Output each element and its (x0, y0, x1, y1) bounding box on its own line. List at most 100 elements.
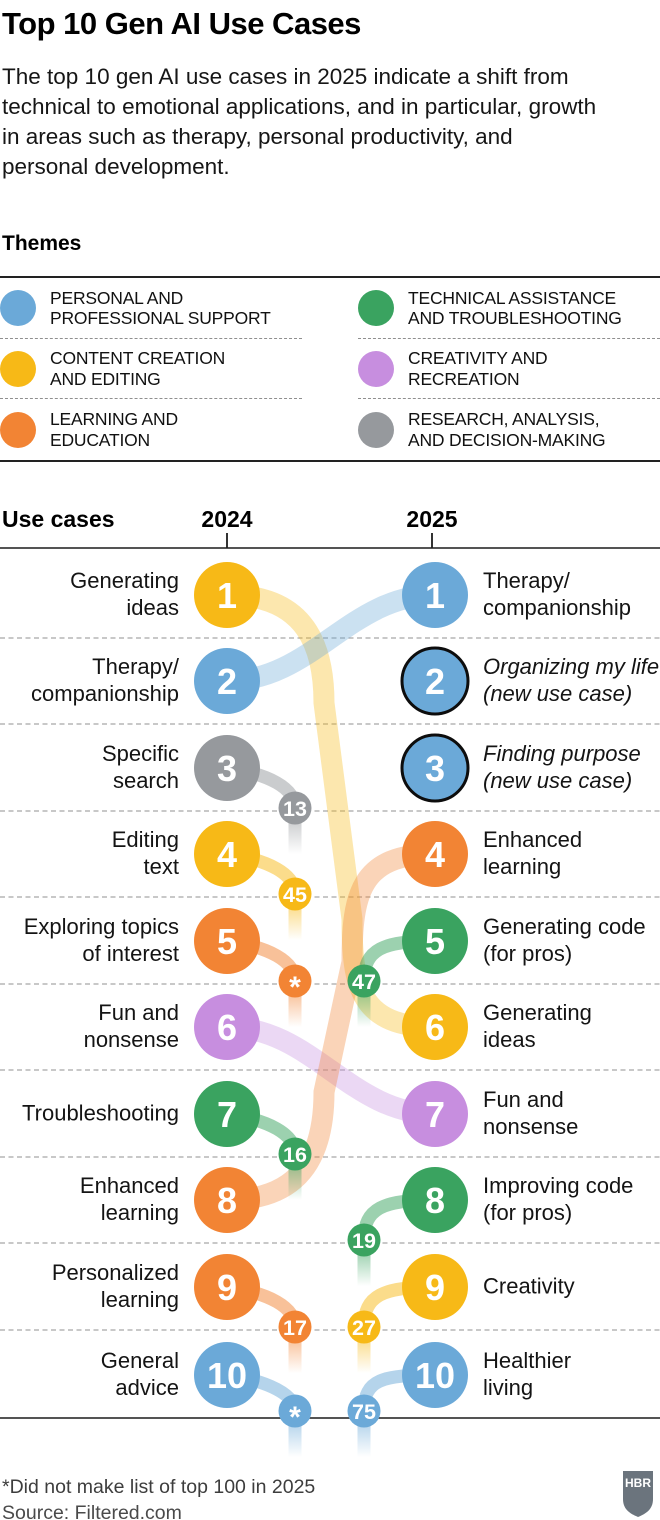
row-label-left-10: General advice (100, 1348, 179, 1400)
rank-node-2025-5 (402, 908, 468, 974)
legend-label: CONTENT CREATION AND EDITING (50, 348, 226, 389)
rank-number: 10 (415, 1355, 455, 1396)
row-label-left-9: Personalized learning (51, 1260, 179, 1312)
badge-value: 45 (283, 883, 307, 907)
legend-label: CREATIVITY AND RECREATION (408, 348, 548, 389)
page-title: Top 10 Gen AI Use Cases (2, 6, 361, 41)
row-label-right-10: Healthier living (483, 1348, 572, 1400)
rank-number: 2 (217, 661, 237, 702)
rank-number: 8 (217, 1180, 237, 1221)
badge-value: * (289, 1401, 301, 1434)
row-label-right-4: Enhanced learning (483, 827, 583, 879)
rank-node-2024-10 (194, 1342, 260, 1408)
rank-node-2024-5 (194, 908, 260, 974)
ribbon-2024-8-to-2025-4 (226, 843, 436, 1211)
legend-dot-research (358, 411, 394, 448)
row-label-left-5: Exploring topics of interest (23, 914, 179, 966)
rank-node-2024-9 (194, 1254, 260, 1320)
rank-node-2025-4 (402, 821, 468, 887)
moved-to-badge-2024-10 (278, 1394, 312, 1428)
source-credit: Source: Filtered.com (2, 1502, 182, 1520)
badge-value: 17 (283, 1316, 307, 1340)
hbr-logo: HBR (623, 1471, 653, 1517)
row-label-right-5: Generating code (for pros) (483, 914, 646, 966)
row-label-left-1: Generating ideas (70, 568, 179, 620)
rank-node-2025-1 (402, 562, 468, 628)
badge-value: 16 (283, 1143, 307, 1167)
hbr-logo-text: HBR (625, 1476, 651, 1490)
badge-value: 75 (352, 1400, 376, 1424)
legend-column-left: PERSONAL AND PROFESSIONAL SUPPORT CONTENT… (0, 278, 302, 460)
legend-dot-learning (0, 411, 36, 448)
rank-number: 7 (425, 1094, 445, 1135)
came-from-badge-2025-9 (347, 1310, 381, 1344)
legend-dot-technical (358, 289, 394, 326)
rank-node-2024-8 (194, 1167, 260, 1233)
row-label-left-2: Therapy/ companionship (31, 654, 179, 706)
row-label-right-3: Finding purpose (new use case) (483, 741, 641, 793)
legend-item-technical: TECHNICAL ASSISTANCE AND TROUBLESHOOTING (358, 278, 660, 339)
footnote: *Did not make list of top 100 in 2025 (2, 1476, 316, 1498)
came-from-badge-2025-10 (347, 1394, 381, 1428)
legend-item-creativity: CREATIVITY AND RECREATION (358, 339, 660, 400)
rank-number: 3 (217, 748, 237, 789)
rank-node-2025-2 (400, 646, 470, 716)
rank-number: 2 (425, 661, 445, 702)
rank-number: 6 (425, 1007, 445, 1048)
legend-item-content: CONTENT CREATION AND EDITING (0, 339, 302, 400)
legend-dot-creativity (358, 350, 394, 387)
row-label-right-2: Organizing my life (new use case) (483, 654, 660, 706)
rank-number: 7 (217, 1094, 237, 1135)
themes-legend: PERSONAL AND PROFESSIONAL SUPPORT CONTENT… (0, 276, 660, 462)
badge-value: 13 (283, 797, 307, 821)
row-label-right-1: Therapy/ companionship (483, 568, 631, 620)
legend-label: TECHNICAL ASSISTANCE AND TROUBLESHOOTING (408, 287, 622, 328)
hbr-shield-icon (623, 1471, 653, 1517)
rank-number: 9 (217, 1267, 237, 1308)
legend-label: RESEARCH, ANALYSIS, AND DECISION-MAKING (408, 409, 606, 450)
badge-value: 47 (352, 970, 376, 994)
rank-node-2025-9 (402, 1254, 468, 1320)
rank-number: 5 (425, 921, 445, 962)
row-label-right-7: Fun and nonsense (483, 1087, 579, 1139)
legend-dot-personal (0, 289, 36, 326)
year-2025-header: 2025 (406, 506, 458, 532)
row-label-left-3: Specific search (101, 741, 179, 793)
legend-item-research: RESEARCH, ANALYSIS, AND DECISION-MAKING (358, 399, 660, 460)
moved-to-badge-2024-7 (278, 1137, 312, 1171)
legend-label: LEARNING AND EDUCATION (50, 409, 178, 450)
rank-node-2024-6 (194, 994, 260, 1060)
rank-node-2025-7 (402, 1081, 468, 1147)
row-label-right-8: Improving code (for pros) (483, 1173, 634, 1225)
moved-to-badge-2024-4 (278, 877, 312, 911)
legend-item-learning: LEARNING AND EDUCATION (0, 399, 302, 460)
badge-value: * (289, 971, 301, 1004)
came-from-badge-2025-8 (347, 1223, 381, 1257)
themes-heading: Themes (2, 232, 82, 255)
moved-to-badge-2024-3 (278, 791, 312, 825)
rank-number: 1 (217, 575, 237, 616)
rank-node-2025-10 (402, 1342, 468, 1408)
row-label-left-6: Fun and nonsense (83, 1000, 179, 1052)
rank-number: 8 (425, 1180, 445, 1221)
rank-node-2024-3 (194, 735, 260, 801)
page-subtitle: The top 10 gen AI use cases in 2025 indi… (2, 64, 597, 179)
moved-to-badge-2024-5 (278, 964, 312, 998)
rank-number: 4 (425, 834, 445, 875)
badge-value: 19 (352, 1229, 376, 1253)
legend-label: PERSONAL AND PROFESSIONAL SUPPORT (50, 287, 271, 328)
rank-number: 10 (207, 1355, 247, 1396)
rank-number: 9 (425, 1267, 445, 1308)
rank-number: 5 (217, 921, 237, 962)
rank-node-2024-1 (194, 562, 260, 628)
year-2024-header: 2024 (201, 506, 253, 532)
rank-node-2024-2 (194, 648, 260, 714)
rank-number: 6 (217, 1007, 237, 1048)
legend-column-right: TECHNICAL ASSISTANCE AND TROUBLESHOOTING… (358, 278, 660, 460)
rank-number: 4 (217, 834, 237, 875)
rank-number: 3 (425, 748, 445, 789)
moved-to-badge-2024-9 (278, 1310, 312, 1344)
rank-number: 1 (425, 575, 445, 616)
